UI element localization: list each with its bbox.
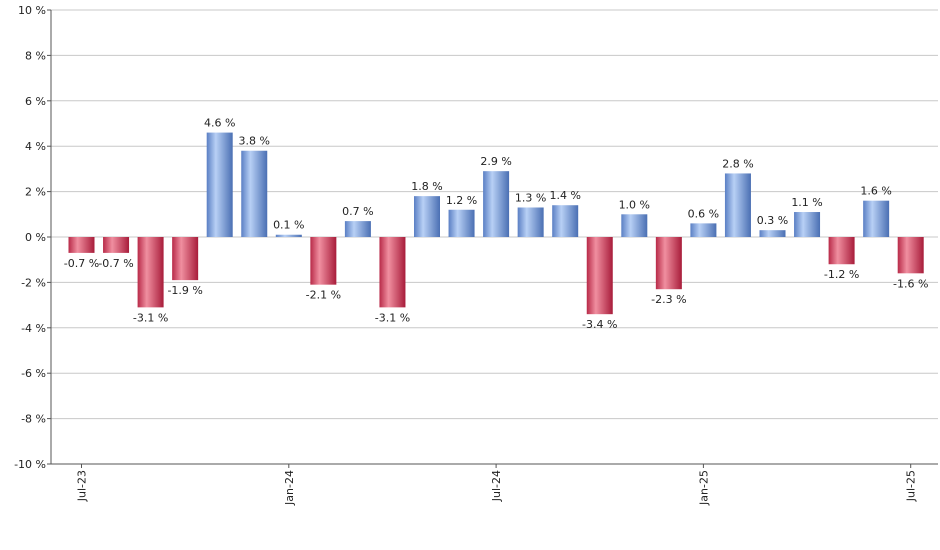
bar-mar-25: [759, 230, 786, 237]
data-label: -3.1 %: [133, 311, 168, 324]
bar-jul-23: [68, 237, 95, 253]
data-label: -2.1 %: [306, 289, 341, 302]
bar-feb-25: [724, 173, 751, 237]
data-label: 3.8 %: [239, 135, 270, 148]
data-label: -0.7 %: [64, 257, 99, 270]
bar-nov-23: [206, 132, 233, 237]
data-label: -2.3 %: [651, 293, 686, 306]
data-label: -3.4 %: [582, 318, 617, 331]
bar-feb-24: [310, 237, 337, 285]
data-label: 0.1 %: [273, 219, 304, 232]
bar-dec-24: [655, 237, 682, 290]
bar-jan-24: [275, 234, 302, 237]
x-tick-label: Jul-23: [76, 470, 89, 502]
y-tick-label: -8 %: [21, 413, 46, 426]
data-label: 1.2 %: [446, 194, 477, 207]
data-label: 1.3 %: [515, 191, 546, 204]
data-label: 1.8 %: [411, 180, 442, 193]
bar-jun-25: [863, 200, 890, 237]
bar-apr-24: [379, 237, 406, 308]
data-label: 1.1 %: [791, 196, 822, 209]
data-labels: -0.7 % -0.7 % -3.1 % -1.9 % 4.6 % 3.8 % 0.1 % -…: [64, 117, 929, 332]
axes: 10 % 8 % 6 % 4 % 2 % 0 % -2 % -4 % -6 % -8 % -10 %…: [14, 4, 938, 506]
data-label: -1.2 %: [824, 268, 859, 281]
data-label: 1.0 %: [619, 198, 650, 211]
bar-sep-24: [552, 205, 579, 237]
y-tick-label: 10 %: [18, 4, 46, 17]
x-tick-label: Jul-25: [905, 470, 918, 502]
data-label: -3.1 %: [375, 311, 410, 324]
y-tick-label: 4 %: [25, 140, 46, 153]
bar-jul-24: [483, 171, 510, 237]
bar-apr-25: [794, 212, 821, 237]
y-tick-label: -6 %: [21, 367, 46, 380]
data-label: 0.6 %: [688, 207, 719, 220]
data-label: 0.3 %: [757, 214, 788, 227]
data-label: 1.6 %: [860, 185, 891, 198]
bar-jul-25: [897, 237, 924, 274]
data-label: 2.9 %: [480, 155, 511, 168]
y-tick-label: -4 %: [21, 322, 46, 335]
bar-may-25: [828, 237, 855, 265]
data-label: 2.8 %: [722, 157, 753, 170]
data-label: 1.4 %: [549, 189, 580, 202]
bar-may-24: [414, 196, 440, 237]
bar-mar-24: [344, 221, 371, 237]
x-tick-label: Jan-24: [283, 470, 296, 506]
x-tick-label: Jul-24: [490, 470, 503, 502]
y-tick-label: 2 %: [25, 186, 46, 199]
y-tick-label: -2 %: [21, 276, 46, 289]
data-label: -1.6 %: [893, 277, 928, 290]
data-label: -0.7 %: [98, 257, 133, 270]
bar-jun-24: [448, 209, 475, 237]
bar-jan-25: [690, 223, 717, 237]
bar-sep-23: [137, 237, 164, 308]
bar-dec-23: [241, 150, 268, 237]
bar-oct-23: [172, 237, 199, 281]
x-tick-label: Jan-25: [697, 470, 710, 506]
bar-aug-24: [517, 207, 544, 237]
data-label: 0.7 %: [342, 205, 373, 218]
bar-aug-23: [103, 237, 130, 253]
bar-oct-24: [586, 237, 613, 315]
bar-nov-24: [621, 214, 648, 237]
bars: [68, 132, 924, 315]
y-tick-label: 6 %: [25, 95, 46, 108]
y-tick-label: 0 %: [25, 231, 46, 244]
data-label: 4.6 %: [204, 117, 235, 130]
data-label: -1.9 %: [167, 284, 202, 297]
y-tick-label: 8 %: [25, 49, 46, 62]
y-tick-label: -10 %: [14, 458, 46, 471]
